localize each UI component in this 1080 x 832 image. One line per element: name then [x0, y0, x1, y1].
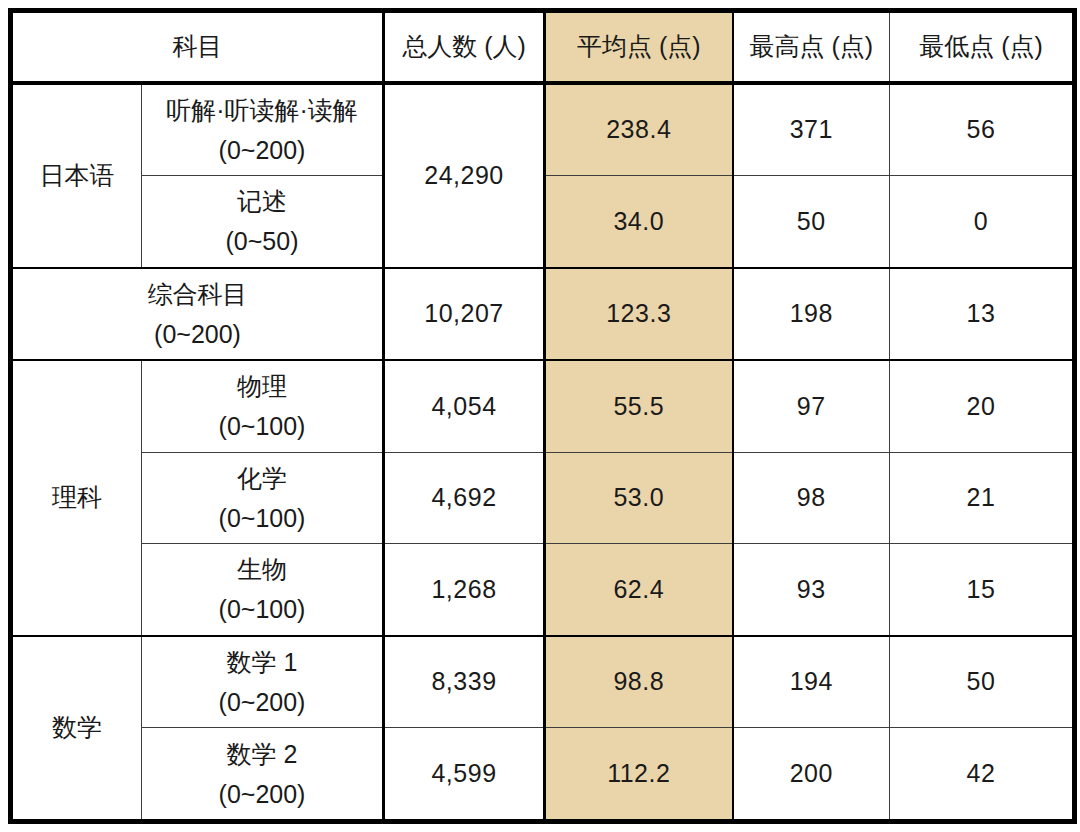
- average-cell: 123.3: [545, 268, 733, 361]
- score-table: 科目 总人数 (人) 平均点 (点) 最高点 (点) 最低点 (点) 日本语 听…: [8, 8, 1077, 824]
- subject-cell: 物理 (0~100): [142, 360, 384, 452]
- average-cell: 53.0: [545, 452, 733, 543]
- max-cell: 93: [733, 544, 890, 636]
- min-cell: 21: [890, 452, 1075, 543]
- subject-range: (0~200): [142, 682, 382, 722]
- subject-name: 生物: [142, 549, 382, 589]
- subject-name: 数学 2: [142, 734, 382, 774]
- min-cell: 56: [890, 83, 1075, 176]
- average-cell: 112.2: [545, 728, 733, 822]
- group-cell-japanese: 日本语: [11, 83, 142, 268]
- score-table-container: 科目 总人数 (人) 平均点 (点) 最高点 (点) 最低点 (点) 日本语 听…: [8, 8, 1072, 824]
- subject-range: (0~200): [142, 774, 382, 814]
- row-math1: 数学 数学 1 (0~200) 8,339 98.8 194 50: [11, 636, 1075, 728]
- min-cell: 50: [890, 636, 1075, 728]
- group-cell-math: 数学: [11, 636, 142, 822]
- row-comprehensive: 综合科目 (0~200) 10,207 123.3 198 13: [11, 268, 1075, 361]
- header-total: 总人数 (人): [384, 11, 545, 83]
- min-cell: 20: [890, 360, 1075, 452]
- average-cell: 34.0: [545, 176, 733, 268]
- row-biology: 生物 (0~100) 1,268 62.4 93 15: [11, 544, 1075, 636]
- subject-name: 数学 1: [142, 642, 382, 682]
- subject-name: 综合科目: [13, 274, 382, 314]
- total-cell: 4,599: [384, 728, 545, 822]
- subject-cell: 记述 (0~50): [142, 176, 384, 268]
- row-physics: 理科 物理 (0~100) 4,054 55.5 97 20: [11, 360, 1075, 452]
- subject-cell: 化学 (0~100): [142, 452, 384, 543]
- min-cell: 0: [890, 176, 1075, 268]
- subject-cell: 数学 2 (0~200): [142, 728, 384, 822]
- average-cell: 238.4: [545, 83, 733, 176]
- subject-name: 物理: [142, 366, 382, 406]
- subject-range: (0~100): [142, 498, 382, 538]
- subject-cell: 生物 (0~100): [142, 544, 384, 636]
- total-cell: 1,268: [384, 544, 545, 636]
- min-cell: 42: [890, 728, 1075, 822]
- max-cell: 97: [733, 360, 890, 452]
- average-cell: 98.8: [545, 636, 733, 728]
- max-cell: 98: [733, 452, 890, 543]
- subject-cell: 综合科目 (0~200): [11, 268, 384, 361]
- header-min: 最低点 (点): [890, 11, 1075, 83]
- subject-range: (0~50): [142, 221, 382, 261]
- max-cell: 198: [733, 268, 890, 361]
- subject-range: (0~100): [142, 406, 382, 446]
- min-cell: 13: [890, 268, 1075, 361]
- total-cell: 24,290: [384, 83, 545, 268]
- average-cell: 62.4: [545, 544, 733, 636]
- group-cell-science: 理科: [11, 360, 142, 635]
- subject-cell: 数学 1 (0~200): [142, 636, 384, 728]
- subject-name: 化学: [142, 458, 382, 498]
- row-math2: 数学 2 (0~200) 4,599 112.2 200 42: [11, 728, 1075, 822]
- max-cell: 371: [733, 83, 890, 176]
- total-cell: 10,207: [384, 268, 545, 361]
- header-average: 平均点 (点): [545, 11, 733, 83]
- subject-range: (0~100): [142, 589, 382, 629]
- header-row: 科目 总人数 (人) 平均点 (点) 最高点 (点) 最低点 (点): [11, 11, 1075, 83]
- subject-name: 听解·听读解·读解: [142, 90, 382, 130]
- subject-range: (0~200): [142, 130, 382, 170]
- max-cell: 200: [733, 728, 890, 822]
- average-cell: 55.5: [545, 360, 733, 452]
- max-cell: 50: [733, 176, 890, 268]
- row-chemistry: 化学 (0~100) 4,692 53.0 98 21: [11, 452, 1075, 543]
- min-cell: 15: [890, 544, 1075, 636]
- total-cell: 8,339: [384, 636, 545, 728]
- header-subject: 科目: [11, 11, 384, 83]
- total-cell: 4,054: [384, 360, 545, 452]
- total-cell: 4,692: [384, 452, 545, 543]
- header-max: 最高点 (点): [733, 11, 890, 83]
- subject-name: 记述: [142, 181, 382, 221]
- max-cell: 194: [733, 636, 890, 728]
- row-japanese-listening-reading: 日本语 听解·听读解·读解 (0~200) 24,290 238.4 371 5…: [11, 83, 1075, 176]
- subject-cell: 听解·听读解·读解 (0~200): [142, 83, 384, 176]
- subject-range: (0~200): [13, 314, 382, 354]
